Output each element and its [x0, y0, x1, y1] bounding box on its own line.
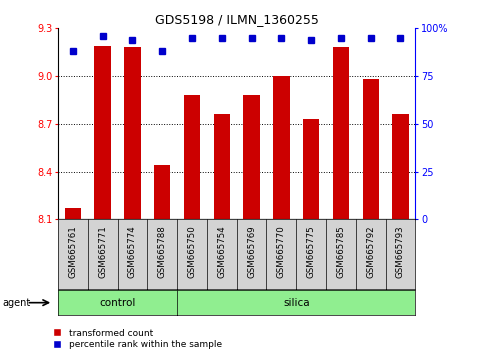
- Legend: transformed count, percentile rank within the sample: transformed count, percentile rank withi…: [53, 329, 222, 349]
- Title: GDS5198 / ILMN_1360255: GDS5198 / ILMN_1360255: [155, 13, 319, 26]
- Text: GSM665769: GSM665769: [247, 225, 256, 278]
- Bar: [273, 76, 289, 219]
- Bar: [95, 46, 111, 219]
- Bar: [213, 114, 230, 219]
- Text: silica: silica: [283, 298, 310, 308]
- Text: agent: agent: [2, 298, 30, 308]
- Bar: [392, 114, 409, 219]
- Bar: [65, 208, 81, 219]
- Text: GSM665792: GSM665792: [366, 225, 375, 278]
- Bar: [243, 95, 260, 219]
- Text: GSM665774: GSM665774: [128, 225, 137, 278]
- Text: GSM665793: GSM665793: [396, 225, 405, 278]
- Bar: [363, 79, 379, 219]
- Text: GSM665788: GSM665788: [158, 225, 167, 278]
- Bar: [154, 165, 170, 219]
- Text: GSM665771: GSM665771: [98, 225, 107, 278]
- Bar: [303, 119, 319, 219]
- Text: GSM665750: GSM665750: [187, 225, 197, 278]
- Bar: [124, 47, 141, 219]
- Bar: [333, 47, 349, 219]
- Text: GSM665770: GSM665770: [277, 225, 286, 278]
- Text: GSM665754: GSM665754: [217, 225, 226, 278]
- Bar: [184, 95, 200, 219]
- Text: GSM665761: GSM665761: [69, 225, 77, 278]
- Text: control: control: [99, 298, 136, 308]
- Text: GSM665785: GSM665785: [337, 225, 345, 278]
- Text: GSM665775: GSM665775: [307, 225, 315, 278]
